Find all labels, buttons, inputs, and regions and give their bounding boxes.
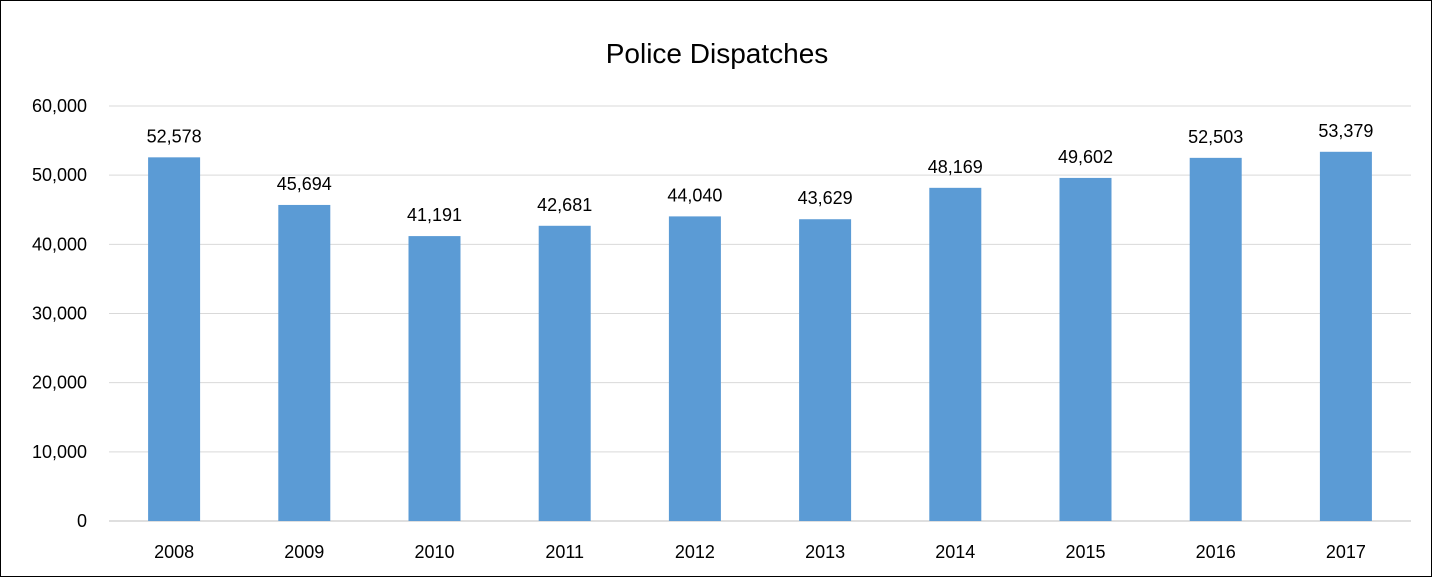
y-axis-tick-labels: 0 10,000 20,000 30,000 40,000 50,000 60,000 <box>32 96 87 531</box>
data-label: 53,379 <box>1318 121 1373 141</box>
data-label: 44,040 <box>667 185 722 205</box>
data-label: 41,191 <box>407 205 462 225</box>
bar <box>408 236 461 521</box>
bar <box>929 187 982 521</box>
data-label: 48,169 <box>928 157 983 177</box>
y-tick-label: 50,000 <box>32 165 87 185</box>
x-tick-label: 2015 <box>1065 542 1105 562</box>
y-tick-label: 40,000 <box>32 234 87 254</box>
bar <box>278 204 331 521</box>
x-tick-label: 2011 <box>545 542 584 562</box>
x-tick-label: 2016 <box>1196 542 1236 562</box>
x-tick-label: 2010 <box>414 542 454 562</box>
data-label: 42,681 <box>537 195 592 215</box>
x-tick-label: 2012 <box>675 542 715 562</box>
y-tick-label: 10,000 <box>32 442 87 462</box>
x-tick-label: 2009 <box>284 542 324 562</box>
data-label: 49,602 <box>1058 147 1113 167</box>
x-tick-label: 2013 <box>805 542 845 562</box>
y-tick-label: 20,000 <box>32 373 87 393</box>
bar <box>668 216 721 521</box>
x-tick-label: 2008 <box>154 542 194 562</box>
y-tick-label: 60,000 <box>32 96 87 116</box>
x-tick-label: 2014 <box>935 542 975 562</box>
data-label: 52,578 <box>147 126 202 146</box>
chart-title: Police Dispatches <box>606 38 829 69</box>
data-label: 43,629 <box>798 188 853 208</box>
data-label: 52,503 <box>1188 127 1243 147</box>
data-label: 45,694 <box>277 174 332 194</box>
y-tick-label: 0 <box>77 511 87 531</box>
bar <box>148 157 201 521</box>
data-labels: 52,578 45,694 41,191 42,681 44,040 43,629 48,1… <box>147 121 1374 225</box>
bar <box>538 225 591 522</box>
y-tick-label: 30,000 <box>32 304 87 324</box>
bar <box>1189 157 1242 521</box>
bar <box>1059 177 1112 521</box>
x-tick-label: 2017 <box>1326 542 1366 562</box>
x-axis-tick-labels: 2008 2009 2010 2011 2012 2013 2014 2015 2016 2017 <box>154 542 1366 562</box>
bar <box>799 219 852 521</box>
bars <box>148 151 1372 522</box>
bar <box>1319 151 1372 522</box>
